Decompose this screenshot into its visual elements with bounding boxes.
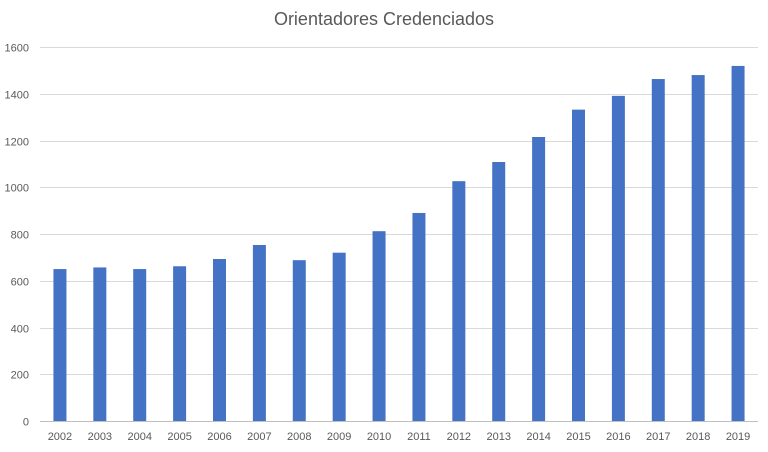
bar bbox=[611, 95, 625, 421]
y-tick-label: 1400 bbox=[5, 90, 29, 102]
bar bbox=[53, 269, 67, 421]
bars bbox=[53, 65, 745, 422]
x-tick-label: 2013 bbox=[486, 431, 510, 443]
bar bbox=[572, 109, 585, 422]
x-tick-label: 2002 bbox=[48, 431, 72, 443]
y-tick-label: 1600 bbox=[5, 43, 29, 55]
x-tick-label: 2003 bbox=[88, 431, 112, 443]
tick-labels: 0 200 400 600 800 1000 1200 1400 1600 2002 2003 200… bbox=[5, 43, 751, 444]
y-tick-label: 1000 bbox=[5, 183, 29, 195]
x-tick-label: 2006 bbox=[207, 431, 231, 443]
bar bbox=[252, 244, 266, 421]
y-tick-label: 1200 bbox=[5, 137, 29, 149]
y-tick-label: 0 bbox=[23, 417, 29, 429]
x-tick-label: 2015 bbox=[566, 431, 590, 443]
y-tick-label: 400 bbox=[11, 324, 29, 336]
bar bbox=[213, 259, 226, 421]
bar bbox=[133, 269, 147, 421]
bar bbox=[651, 79, 665, 422]
bar bbox=[173, 266, 187, 421]
bar bbox=[532, 136, 546, 421]
gridlines bbox=[40, 47, 758, 375]
x-tick-label: 2012 bbox=[447, 431, 471, 443]
x-tick-label: 2009 bbox=[327, 431, 351, 443]
x-tick-label: 2019 bbox=[726, 431, 750, 443]
bar bbox=[492, 162, 506, 421]
y-tick-label: 800 bbox=[11, 230, 29, 242]
x-tick-label: 2004 bbox=[127, 431, 151, 443]
x-tick-label: 2005 bbox=[167, 431, 191, 443]
x-tick-label: 2018 bbox=[686, 431, 710, 443]
bar bbox=[691, 75, 705, 422]
x-tick-label: 2016 bbox=[606, 431, 630, 443]
bar bbox=[452, 181, 466, 421]
bar bbox=[412, 212, 426, 421]
x-tick-label: 2007 bbox=[247, 431, 271, 443]
y-tick-label: 600 bbox=[11, 277, 29, 289]
bar bbox=[93, 267, 107, 421]
x-tick-label: 2008 bbox=[287, 431, 311, 443]
x-tick-label: 2014 bbox=[526, 431, 550, 443]
bar bbox=[731, 65, 745, 421]
x-tick-label: 2010 bbox=[367, 431, 391, 443]
bar bbox=[332, 252, 346, 421]
x-tick-label: 2011 bbox=[407, 431, 431, 443]
chart-title: Orientadores Credenciados bbox=[273, 9, 495, 29]
bar bbox=[372, 231, 386, 421]
bar bbox=[292, 260, 306, 421]
y-tick-label: 200 bbox=[11, 370, 29, 382]
x-tick-label: 2017 bbox=[646, 431, 670, 443]
